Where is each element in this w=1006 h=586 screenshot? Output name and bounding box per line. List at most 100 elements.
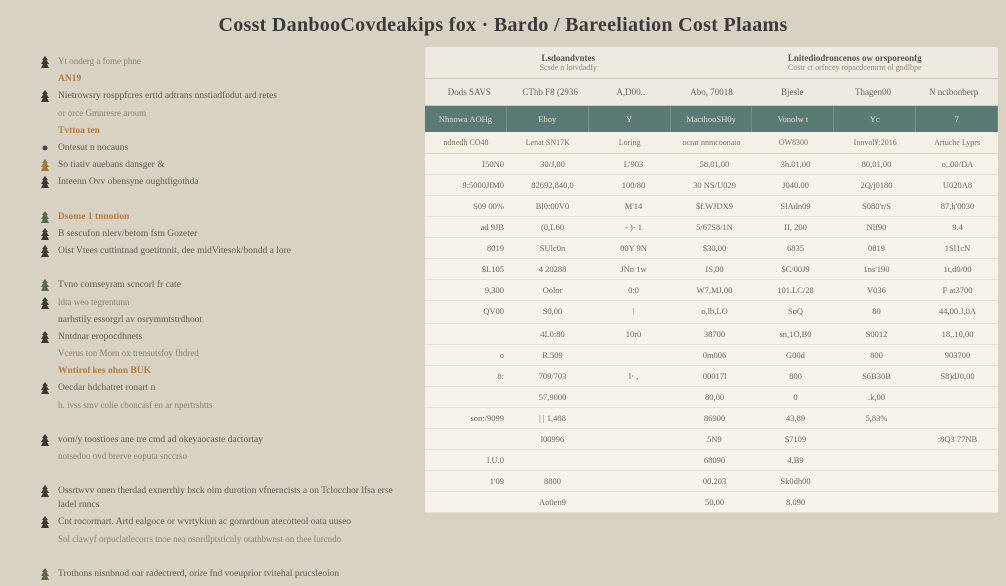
bullet-icon — [38, 433, 52, 447]
table-cell: 58,01,00 — [674, 154, 755, 174]
sidebar-item-label: Sol clawyf orpuclatlecorrs tnoe nea osnr… — [58, 533, 409, 547]
table-cell: .k,00 — [836, 387, 917, 407]
sidebar-item: Ontesut n nocauns — [38, 141, 409, 155]
table-cell — [425, 492, 512, 512]
table-cell — [917, 408, 998, 428]
table-row: $L1054 20288JNn 1wIS,00$C/00J91ns'1901t,… — [425, 259, 998, 280]
sidebar-item-label: ldta weo tegrentunn — [58, 296, 409, 310]
table-cell: 80,01,00 — [836, 154, 917, 174]
table-cell: - )- 1 — [593, 217, 674, 237]
table-cell: W7,MJ,00 — [674, 280, 755, 300]
sidebar-item: Nntdnar eropocdhnets — [38, 330, 409, 344]
table-cell: 5N9 — [674, 429, 755, 449]
table-cell — [917, 450, 998, 470]
table-cell: 9,300 — [425, 280, 512, 300]
table-cell — [593, 345, 674, 365]
sidebar-item-label: Nntdnar eropocdhnets — [58, 330, 409, 344]
table-cell — [425, 429, 512, 449]
table-cell: 0819 — [836, 238, 917, 258]
table-cell: U020A8 — [917, 175, 998, 195]
bullet-icon — [38, 416, 52, 430]
table-cell: 0m006 — [674, 345, 755, 365]
bullet-icon — [38, 296, 52, 310]
table-cell: S0,00 — [512, 301, 593, 323]
sidebar-item: So tiativ auebans dansger & — [38, 158, 409, 172]
table-cell: II, 200 — [755, 217, 836, 237]
sidebar-item: notsedoo ovd brerve eoputa snccrso — [38, 450, 409, 464]
table-cell: 2Q/j0180 — [836, 175, 917, 195]
table-cell: 1Sl1cN — [917, 238, 998, 258]
column-header: Lenat SN17K — [507, 132, 589, 153]
table-cell: 9:5000JfM0 — [425, 175, 512, 195]
table-cell: S080'r/S — [836, 196, 917, 216]
bullet-icon — [38, 193, 52, 207]
sidebar-item: narhstily essorgrl av osrymmtstrdhoot — [38, 313, 409, 327]
table-cell: F at3700 — [917, 280, 998, 300]
table-cell: S8)dJ0,00 — [917, 366, 998, 386]
sidebar-item: Sol clawyf orpuclatlecorrs tnoe nea osnr… — [38, 533, 409, 547]
table-cell: 43,89 — [755, 408, 836, 428]
table-cell: 4,B9 — [755, 450, 836, 470]
sidebar-item-label: Ossrtwvv onen therdad exnerrhiy bsck oim… — [58, 484, 409, 513]
column-header: Bjesle — [752, 87, 833, 97]
column-header: Artuche Lyprs — [916, 132, 998, 153]
sidebar-item-label: Wntirol kes ohon BUK — [58, 364, 409, 378]
bullet-icon — [38, 484, 52, 498]
table-cell: 10r0 — [593, 324, 674, 344]
sidebar: Yt onderg a fome phneAN19Nietrowsry rosp… — [0, 47, 425, 574]
table-cell — [836, 492, 917, 512]
table-area: Lsdoandvntes Scsde n lotvdadfy Lnitediod… — [425, 47, 1006, 574]
sidebar-item-label: h. ivss smv colie cboncasf en ar npertrs… — [58, 399, 409, 413]
table-cell: 4L0:80 — [512, 324, 593, 344]
table-cell: $f.WJDX9 — [674, 196, 755, 216]
superhead-right: Lnitediodroncenos ow orsporeonfg Costr c… — [712, 53, 999, 72]
table-cell: 6835 — [755, 238, 836, 258]
table-cell: 4 20288 — [512, 259, 593, 279]
sidebar-item: Vcerus ton Morn ox trensutsfoy fhdred — [38, 347, 409, 361]
table-cell: | | 1,488 — [512, 408, 593, 428]
column-header: Innvol¥:2016 — [834, 132, 916, 153]
table-cell: 50,00 — [674, 492, 755, 512]
table-cell: R.509 — [512, 345, 593, 365]
sidebar-item: Yt onderg a fome phne — [38, 55, 409, 69]
table-cell: l00996 — [512, 429, 593, 449]
table-cell: $L105 — [425, 259, 512, 279]
table-header-row-1: Dods SAVSCThb F8 (2936A,D00..Abo, 70018B… — [425, 79, 998, 106]
table-cell: 903700 — [917, 345, 998, 365]
table-cell: I50N0 — [425, 154, 512, 174]
bullet-icon — [38, 261, 52, 275]
bullet-icon — [38, 347, 52, 361]
table-row: 57,900080,000.k,00 — [425, 387, 998, 408]
table-cell: 44,00.J,0A — [917, 301, 998, 323]
column-header: Nhnowa AOHg — [425, 106, 507, 132]
table-cell — [593, 492, 674, 512]
column-header: Thagen00 — [833, 87, 914, 97]
table-cell: 709/703 — [512, 366, 593, 386]
sidebar-item — [38, 550, 409, 564]
table-cell — [425, 324, 512, 344]
table-cell — [836, 471, 917, 491]
page-title: Cosst DanbooCovdeakips fox · Bardo / Bar… — [0, 14, 1006, 37]
bullet-icon — [38, 175, 52, 189]
table-cell — [512, 450, 593, 470]
sidebar-item — [38, 261, 409, 275]
table-cell: 82692,840,0 — [512, 175, 593, 195]
table-cell: 8019 — [425, 238, 512, 258]
superhead-left: Lsdoandvntes Scsde n lotvdadfy — [425, 53, 712, 72]
bullet-icon — [38, 107, 52, 121]
sidebar-item: Oecdar hdchatret ronart n — [38, 381, 409, 395]
table-cell — [593, 429, 674, 449]
sidebar-item-label: Tvno cornseyram scncorl fr cate — [58, 278, 409, 292]
column-header: N nctbonberp — [913, 87, 994, 97]
bullet-icon — [38, 467, 52, 481]
sidebar-item: Cnt rocormart. Artd ealgoce or wvrtykiun… — [38, 515, 409, 529]
column-header: ocrar nnmcoonato — [671, 132, 753, 153]
sidebar-item-label: Nietrowsry rosppfcres erttd adtrans nnst… — [58, 89, 409, 103]
bullet-icon — [38, 89, 52, 103]
sidebar-item — [38, 467, 409, 481]
sidebar-item: ldta weo tegrentunn — [38, 296, 409, 310]
table-row: oR.5090m006G00d800903700 — [425, 345, 998, 366]
table-cell — [836, 429, 917, 449]
table-cell: 8: — [425, 366, 512, 386]
bullet-icon — [38, 141, 52, 155]
